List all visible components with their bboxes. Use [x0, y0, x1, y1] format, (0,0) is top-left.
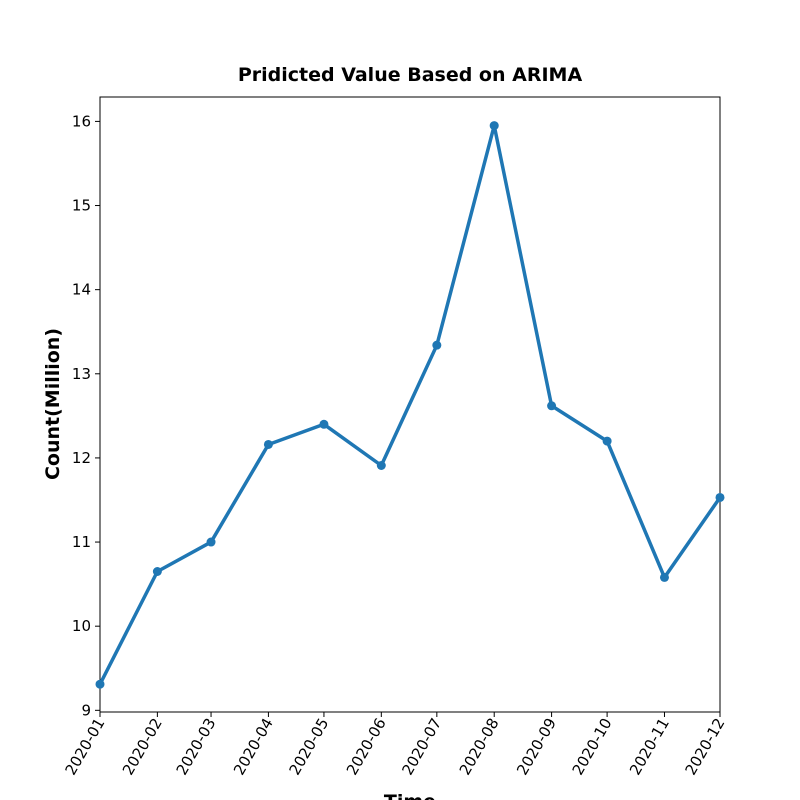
y-tick-label: 13: [72, 365, 91, 383]
x-tick-label: 2020-11: [626, 715, 673, 778]
data-point: [95, 679, 105, 689]
y-tick-label: 9: [81, 701, 91, 719]
data-point: [715, 492, 725, 502]
x-tick-label: 2020-09: [513, 715, 560, 778]
chart-title: Pridicted Value Based on ARIMA: [238, 64, 583, 86]
y-tick-label: 12: [72, 449, 91, 467]
x-tick-label: 2020-12: [682, 715, 729, 778]
y-axis-label: Count(Million): [42, 328, 64, 480]
data-point: [206, 537, 216, 547]
data-point: [376, 460, 386, 470]
plot-frame: [99, 96, 721, 713]
x-tick-label: 2020-03: [173, 715, 220, 778]
data-point: [602, 436, 612, 446]
x-tick-label: 2020-05: [285, 715, 332, 778]
x-tick-label: 2020-07: [398, 715, 445, 778]
x-tick-label: 2020-06: [343, 715, 390, 778]
x-tick-label: 2020-02: [119, 715, 166, 778]
data-line: [98, 123, 722, 686]
data-point: [263, 439, 273, 449]
y-tick-label: 15: [72, 197, 91, 215]
y-tick-label: 10: [72, 617, 91, 635]
x-axis-label: Time: [384, 791, 436, 800]
x-tick-label: 2020-01: [62, 715, 109, 778]
x-tick-label: 2020-04: [230, 715, 277, 778]
data-point: [489, 121, 499, 131]
data-point: [432, 340, 442, 350]
data-point: [319, 419, 329, 429]
data-point: [547, 401, 557, 411]
data-point: [659, 572, 669, 582]
y-tick-label: 11: [72, 533, 91, 551]
y-tick-label: 16: [72, 112, 91, 130]
data-point: [152, 567, 162, 577]
y-tick-label: 14: [72, 281, 91, 299]
x-tick-label: 2020-08: [456, 715, 503, 778]
x-tick-label: 2020-10: [569, 715, 616, 778]
